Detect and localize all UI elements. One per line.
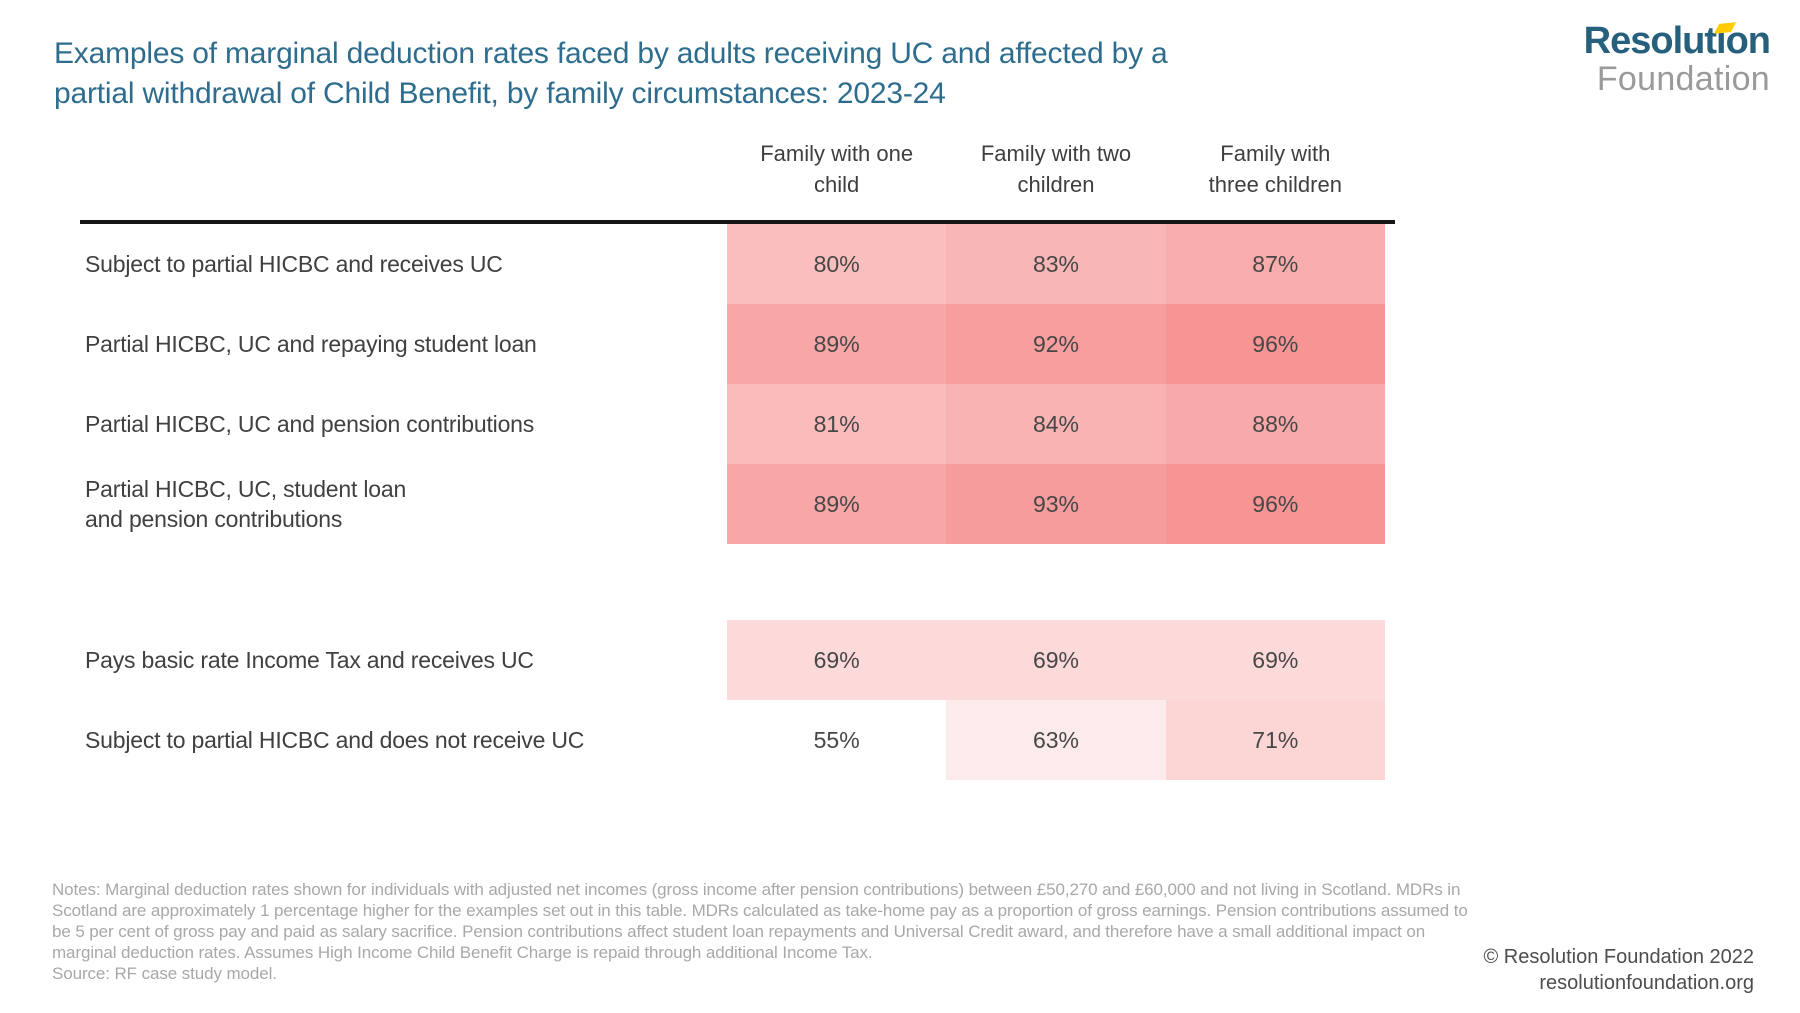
value-cell: 87%: [1165, 224, 1385, 304]
value-cell: 93%: [946, 464, 1166, 544]
value-cell: 63%: [946, 700, 1166, 780]
value-cell: 69%: [727, 620, 947, 700]
column-header-one-child: Family with one child: [760, 141, 914, 197]
website-link[interactable]: resolutionfoundation.org: [1539, 972, 1754, 994]
figure-title: Examples of marginal deduction rates fac…: [54, 37, 1168, 110]
source-text: Source: RF case study model.: [52, 964, 277, 983]
table-row: Pays basic rate Income Tax and receives …: [0, 620, 1800, 700]
table-header-rule: [80, 220, 1395, 224]
row-label: Pays basic rate Income Tax and receives …: [85, 647, 534, 673]
value-cell: 80%: [727, 224, 947, 304]
value-cell: 89%: [727, 464, 947, 544]
resolution-foundation-logo: Resolution Foundation: [1583, 20, 1771, 98]
column-header-three-children: Family with three children: [1208, 141, 1342, 197]
value-cell: 89%: [727, 304, 947, 384]
notes-block: Notes: Marginal deduction rates shown fo…: [52, 879, 1490, 984]
value-cell: 96%: [1165, 304, 1385, 384]
copyright-block: © Resolution Foundation 2022 resolutionf…: [1484, 944, 1754, 996]
notes-text: Notes: Marginal deduction rates shown fo…: [52, 880, 1468, 962]
row-label: Subject to partial HICBC and does not re…: [85, 727, 585, 753]
column-header-row: Family with one child Family with two ch…: [727, 128, 1385, 214]
table-row: Partial HICBC, UC and repaying student l…: [0, 304, 1800, 384]
row-label: Partial HICBC, UC and pension contributi…: [85, 411, 535, 437]
value-cell: 55%: [813, 726, 860, 753]
row-label: Subject to partial HICBC and receives UC: [85, 251, 503, 277]
value-cell: 81%: [727, 384, 947, 464]
table-row: Subject to partial HICBC and does not re…: [0, 700, 1800, 780]
logo-wordmark-primary: Resolution: [1583, 20, 1771, 62]
table-row: Partial HICBC, UC, student loan and pens…: [0, 464, 1800, 544]
row-label: Partial HICBC, UC, student loan and pens…: [85, 476, 407, 532]
value-cell: 84%: [946, 384, 1166, 464]
value-cell: 83%: [946, 224, 1166, 304]
copyright-text: © Resolution Foundation 2022: [1483, 946, 1754, 968]
column-header-two-children: Family with two children: [980, 141, 1132, 197]
value-cell: 69%: [1165, 620, 1385, 700]
logo-wordmark-secondary: Foundation: [1596, 60, 1770, 98]
table-row: Subject to partial HICBC and receives UC…: [0, 224, 1800, 304]
value-cell: 96%: [1165, 464, 1385, 544]
value-cell: 88%: [1165, 384, 1385, 464]
table-group-hicbc-uc: Subject to partial HICBC and receives UC…: [0, 224, 1800, 544]
table-group-comparison: Pays basic rate Income Tax and receives …: [0, 620, 1800, 780]
value-cell: 92%: [946, 304, 1166, 384]
row-label: Partial HICBC, UC and repaying student l…: [85, 331, 537, 357]
value-cell: 69%: [946, 620, 1166, 700]
table-row: Partial HICBC, UC and pension contributi…: [0, 384, 1800, 464]
value-cell: 71%: [1165, 700, 1385, 780]
